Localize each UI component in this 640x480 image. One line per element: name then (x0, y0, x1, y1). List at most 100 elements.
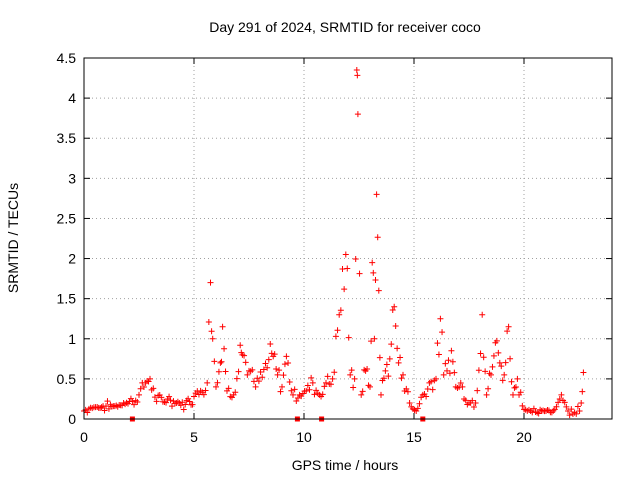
data-point (395, 359, 402, 366)
data-point (233, 375, 240, 382)
data-point (304, 382, 311, 389)
data-point (394, 345, 401, 352)
data-point (566, 412, 573, 419)
data-point (495, 349, 502, 356)
data-point (267, 341, 274, 348)
data-point (378, 391, 384, 398)
data-point (293, 398, 300, 405)
data-point (205, 318, 212, 325)
data-point (352, 255, 359, 262)
data-point (448, 347, 455, 354)
data-point (309, 379, 316, 386)
data-point (140, 383, 147, 390)
data-point (434, 340, 441, 347)
data-point (276, 367, 283, 374)
data-point (512, 384, 519, 391)
data-point (217, 359, 224, 366)
data-point (507, 355, 514, 362)
x-tick-label: 5 (190, 429, 198, 445)
data-point (385, 373, 392, 380)
data-point (423, 393, 430, 400)
data-point (235, 368, 242, 375)
data-point (150, 385, 157, 392)
data-point (277, 388, 284, 395)
data-point (437, 315, 444, 322)
data-point (433, 375, 439, 382)
data-point (265, 356, 272, 363)
data-point (337, 307, 344, 314)
data-point (249, 366, 256, 373)
data-point (200, 391, 207, 398)
data-point (543, 407, 549, 414)
data-point (388, 341, 395, 348)
data-point (161, 399, 168, 406)
data-point (129, 398, 136, 405)
data-point (319, 391, 326, 398)
data-point (386, 355, 393, 362)
data-point (406, 399, 413, 406)
data-point (498, 363, 505, 370)
data-point (208, 328, 215, 335)
data-point (359, 388, 366, 395)
data-point (435, 351, 442, 358)
x-tick-label: 20 (516, 429, 532, 445)
data-point (273, 365, 280, 372)
data-point (291, 386, 298, 393)
data-point (147, 375, 153, 382)
data-point (202, 387, 209, 394)
y-axis-ticks: 0 0.5 1 1.5 2 2.5 3 3.5 4 4.5 (57, 50, 612, 427)
data-point (285, 359, 292, 366)
data-point (339, 266, 346, 273)
data-point (470, 403, 477, 410)
data-point (221, 345, 228, 352)
data-point (424, 385, 431, 392)
data-point (137, 385, 144, 392)
data-point (361, 366, 368, 373)
data-point (98, 404, 105, 411)
data-point (327, 381, 334, 388)
x-tick-label: 15 (406, 429, 422, 445)
data-point (561, 399, 568, 406)
data-point (391, 303, 398, 310)
data-point (380, 375, 387, 382)
data-point (442, 360, 449, 367)
data-point (163, 399, 170, 406)
data-point (186, 398, 193, 405)
data-point (264, 364, 271, 371)
data-point (374, 234, 381, 241)
data-point (182, 401, 189, 408)
data-point (367, 383, 373, 390)
data-point (372, 277, 379, 284)
data-point (375, 287, 382, 294)
data-point (382, 367, 389, 374)
data-point (579, 388, 586, 395)
y-tick-label: 0.5 (57, 371, 77, 387)
data-point (504, 328, 511, 335)
data-point (480, 354, 487, 361)
data-point (207, 279, 214, 286)
data-point (281, 361, 288, 368)
data-point (404, 388, 411, 395)
data-point (145, 378, 152, 385)
data-point (356, 270, 363, 277)
data-point (151, 394, 158, 401)
data-point (369, 259, 376, 266)
data-point (209, 335, 216, 342)
data-point (345, 334, 352, 341)
data-point (279, 383, 285, 390)
data-point (573, 410, 580, 417)
data-point (257, 369, 264, 376)
data-point (123, 399, 130, 406)
data-point (260, 366, 267, 373)
data-point (350, 384, 357, 391)
y-tick-label: 1.5 (57, 291, 77, 307)
data-point (364, 366, 371, 373)
data-point (489, 363, 496, 370)
data-point (213, 383, 219, 390)
y-tick-label: 2 (68, 251, 76, 267)
data-point (368, 338, 375, 345)
data-point (475, 367, 482, 374)
data-point (336, 311, 343, 318)
data-point (241, 352, 248, 359)
